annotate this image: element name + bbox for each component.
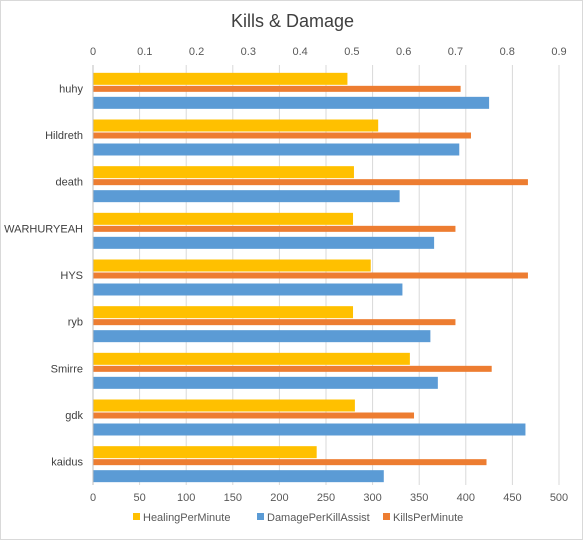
x-bottom-tick-label: 500 bbox=[550, 492, 568, 504]
bar-healingperminute bbox=[93, 352, 410, 365]
bar-healingperminute bbox=[93, 259, 371, 272]
y-tick-label: death bbox=[55, 177, 83, 189]
y-tick-label: gdk bbox=[65, 410, 83, 422]
bar-healingperminute bbox=[93, 166, 354, 179]
x-top-tick-label: 0.2 bbox=[189, 46, 204, 58]
x-bottom-tick-label: 250 bbox=[317, 492, 335, 504]
bar-damageperkillassist bbox=[93, 283, 403, 296]
bar-damageperkillassist bbox=[93, 236, 435, 249]
y-tick-label: ryb bbox=[68, 317, 83, 329]
x-bottom-tick-label: 150 bbox=[224, 492, 242, 504]
bar-killsperminute bbox=[93, 412, 415, 419]
bar-killsperminute bbox=[93, 459, 487, 466]
bar-healingperminute bbox=[93, 399, 355, 412]
legend-swatch bbox=[257, 513, 264, 520]
x-top-tick-label: 0.5 bbox=[344, 46, 359, 58]
bar-healingperminute bbox=[93, 72, 348, 85]
legend-swatch bbox=[133, 513, 140, 520]
chart-title: Kills & Damage bbox=[230, 11, 355, 31]
x-top-tick-label: 0.1 bbox=[137, 46, 152, 58]
x-top-tick-label: 0.9 bbox=[551, 46, 566, 58]
x-top-tick-label: 0.3 bbox=[241, 46, 256, 58]
x-bottom-tick-label: 50 bbox=[133, 492, 145, 504]
x-top-tick-label: 0.6 bbox=[396, 46, 411, 58]
bar-damageperkillassist bbox=[93, 96, 490, 109]
x-top-tick-label: 0 bbox=[90, 46, 96, 58]
y-tick-label: kaidus bbox=[51, 457, 83, 469]
y-tick-label: WARHURYEAH bbox=[4, 223, 83, 235]
y-tick-label: Smirre bbox=[51, 363, 83, 375]
x-bottom-tick-label: 300 bbox=[363, 492, 381, 504]
legend-swatch bbox=[383, 513, 390, 520]
bar-killsperminute bbox=[93, 132, 471, 139]
bar-killsperminute bbox=[93, 319, 456, 326]
y-tick-label: Hildreth bbox=[45, 130, 83, 142]
legend-label: KillsPerMinute bbox=[393, 512, 463, 524]
x-bottom-tick-label: 100 bbox=[177, 492, 195, 504]
x-bottom-tick-label: 0 bbox=[90, 492, 96, 504]
x-bottom-tick-label: 450 bbox=[503, 492, 521, 504]
bar-damageperkillassist bbox=[93, 330, 431, 343]
bar-healingperminute bbox=[93, 306, 354, 319]
bar-damageperkillassist bbox=[93, 190, 400, 203]
bar-damageperkillassist bbox=[93, 143, 460, 156]
bar-damageperkillassist bbox=[93, 423, 526, 436]
y-tick-label: huhy bbox=[59, 83, 83, 95]
x-top-tick-label: 0.7 bbox=[448, 46, 463, 58]
x-bottom-tick-label: 200 bbox=[270, 492, 288, 504]
y-tick-label: HYS bbox=[60, 270, 83, 282]
legend-label: HealingPerMinute bbox=[143, 512, 230, 524]
bar-healingperminute bbox=[93, 212, 354, 225]
bar-healingperminute bbox=[93, 446, 317, 459]
x-top-tick-label: 0.4 bbox=[292, 46, 307, 58]
bar-killsperminute bbox=[93, 365, 492, 372]
bar-killsperminute bbox=[93, 225, 456, 232]
legend-label: DamagePerKillAssist bbox=[267, 512, 370, 524]
bar-damageperkillassist bbox=[93, 470, 384, 483]
bar-killsperminute bbox=[93, 272, 528, 279]
bar-healingperminute bbox=[93, 119, 379, 132]
x-top-tick-label: 0.8 bbox=[500, 46, 515, 58]
x-bottom-tick-label: 350 bbox=[410, 492, 428, 504]
bar-killsperminute bbox=[93, 179, 528, 186]
bar-damageperkillassist bbox=[93, 376, 438, 389]
x-bottom-tick-label: 400 bbox=[457, 492, 475, 504]
bar-killsperminute bbox=[93, 85, 461, 92]
